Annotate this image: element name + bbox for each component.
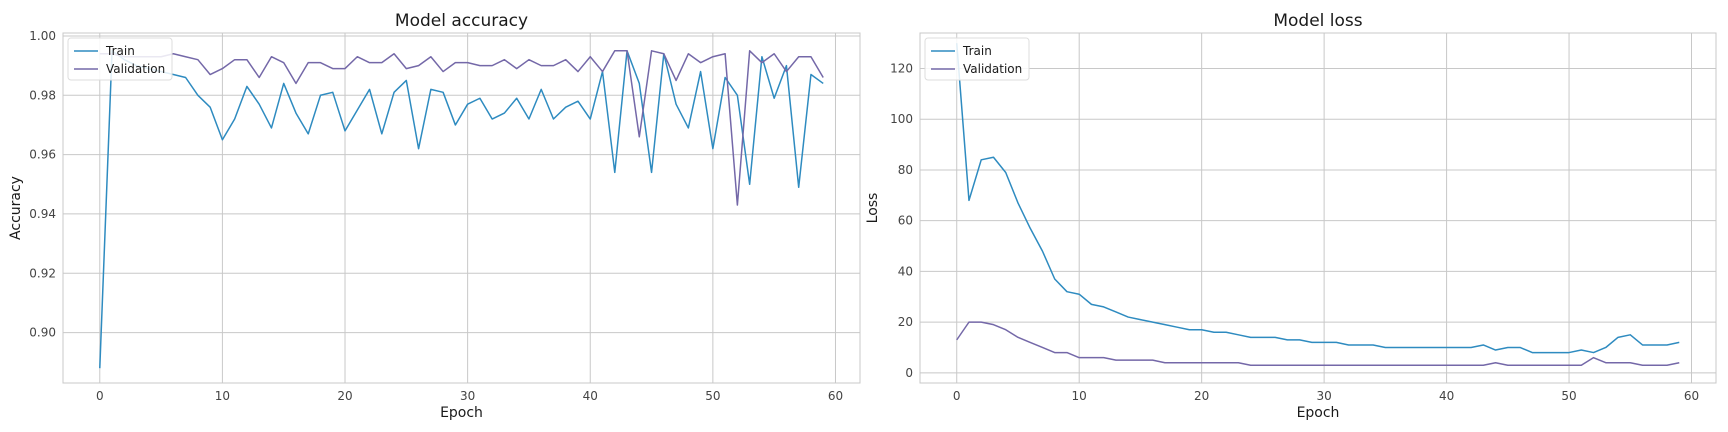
y-tick-label: 60: [898, 214, 913, 228]
x-tick-label: 40: [583, 389, 598, 403]
series-line-validation: [956, 321, 1680, 366]
x-tick-label: 20: [1194, 389, 1209, 403]
series-line-validation: [99, 50, 824, 206]
x-tick-label: 0: [96, 389, 104, 403]
plot-frame: [919, 32, 1717, 384]
y-tick-label: 0.98: [29, 88, 56, 102]
x-tick-label: 10: [215, 389, 230, 403]
x-axis-label: Epoch: [1297, 405, 1340, 421]
x-tick-label: 10: [1072, 389, 1087, 403]
legend-label: Train: [962, 44, 992, 58]
x-tick-label: 30: [460, 389, 475, 403]
y-tick-label: 0.96: [29, 148, 56, 162]
y-tick-label: 0.94: [29, 207, 56, 221]
legend-label: Validation: [963, 62, 1022, 76]
x-tick-label: 60: [828, 389, 843, 403]
x-tick-label: 50: [1561, 389, 1576, 403]
y-tick-label: 20: [898, 315, 913, 329]
chart-title: Model accuracy: [395, 11, 528, 31]
y-axis-label: Loss: [865, 193, 881, 224]
plot-area: [63, 33, 860, 383]
x-tick-label: 20: [337, 389, 352, 403]
y-tick-label: 100: [890, 112, 913, 126]
y-tick-label: 40: [898, 264, 913, 278]
chart-title: Model loss: [1273, 11, 1362, 31]
legend-label: Train: [105, 44, 135, 58]
y-tick-label: 120: [890, 62, 913, 76]
x-tick-label: 60: [1684, 389, 1699, 403]
legend-label: Validation: [106, 62, 165, 76]
y-tick-label: 0: [905, 366, 913, 380]
y-tick-label: 1.00: [29, 29, 56, 43]
plot-frame: [62, 32, 861, 384]
x-tick-label: 0: [953, 389, 961, 403]
series-line-train: [955, 43, 1680, 354]
y-tick-label: 80: [898, 163, 913, 177]
y-tick-label: 0.92: [29, 266, 56, 280]
y-axis-label: Accuracy: [8, 176, 24, 240]
y-tick-label: 0.90: [29, 326, 56, 340]
loss-chart: 0 10 20 30 40 50 60 0 20 40 60 80 100 120 Model loss Ep…: [865, 11, 1717, 421]
x-tick-label: 30: [1316, 389, 1331, 403]
legend: Train Validation: [924, 37, 1030, 81]
accuracy-chart: 0 10 20 30 40 50 60 0.90 0.92 0.94 0.96 0.98 1.00 Mod…: [8, 11, 861, 421]
series-line-train: [99, 50, 824, 369]
plot-area: [920, 33, 1716, 383]
x-tick-label: 50: [705, 389, 720, 403]
x-tick-label: 40: [1439, 389, 1454, 403]
x-axis-label: Epoch: [440, 405, 483, 421]
legend: Train Validation: [67, 37, 173, 81]
